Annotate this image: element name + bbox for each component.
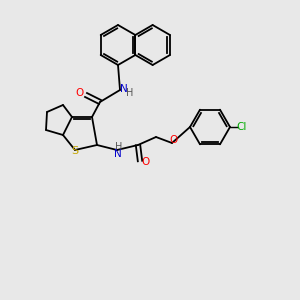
Text: Cl: Cl bbox=[237, 122, 247, 132]
Text: H: H bbox=[115, 142, 123, 152]
Text: H: H bbox=[126, 88, 134, 98]
Text: O: O bbox=[141, 157, 149, 167]
Text: O: O bbox=[170, 135, 178, 145]
Text: O: O bbox=[76, 88, 84, 98]
Text: N: N bbox=[114, 149, 122, 159]
Text: N: N bbox=[120, 84, 128, 94]
Text: S: S bbox=[71, 146, 79, 156]
